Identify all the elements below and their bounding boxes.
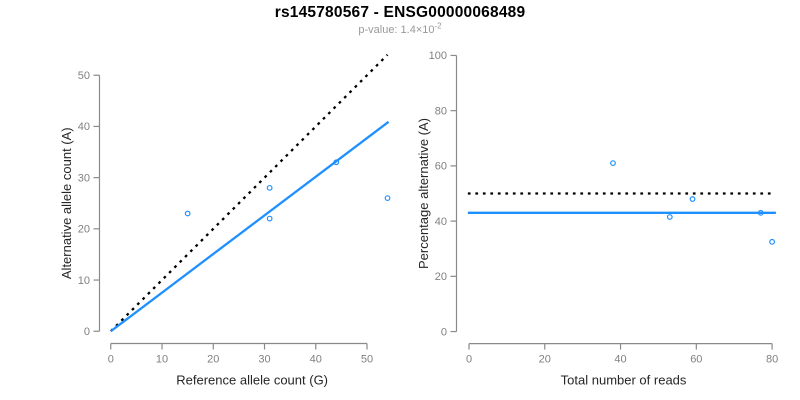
percentage-alternative-plot: 0 20 40 60 80 100 0 20 40 60 80 Total number of rea… (416, 50, 778, 387)
pvalue-exponent: -2 (434, 21, 442, 31)
x-tick-label: 40 (614, 354, 626, 366)
data-point (184, 210, 191, 217)
data-point (266, 184, 273, 191)
data-point (666, 214, 673, 220)
data-point (769, 238, 775, 245)
y-tick-label: 0 (84, 326, 90, 338)
data-point (384, 195, 391, 202)
data-point (266, 215, 273, 222)
x-tick-label: 10 (156, 354, 168, 366)
y-tick-label: 40 (435, 216, 447, 228)
y-tick-label: 20 (435, 271, 447, 283)
y-tick-label: 40 (78, 121, 90, 133)
x-tick-label: 50 (361, 354, 373, 366)
y-tick-label: 20 (78, 224, 90, 236)
x-tick-label: 20 (539, 354, 551, 366)
x-tick-label: 20 (207, 354, 219, 366)
y-tick-label: 60 (435, 161, 447, 173)
x-tick-label: 60 (690, 354, 702, 366)
x-tick-label: 0 (108, 354, 114, 366)
y-axis-title: Alternative allele count (A) (59, 127, 74, 279)
identity-line (109, 53, 389, 333)
data-point (333, 159, 340, 166)
x-axis-title: Total number of reads (561, 373, 687, 388)
pvalue-label: p-value: 1.4×10 (358, 24, 435, 36)
figure-subtitle: p-value: 1.4×10-2 (0, 21, 800, 36)
y-tick-label: 30 (78, 172, 90, 184)
allele-count-plot: 0 10 20 30 40 50 0 10 20 30 40 50 Reference allele c… (59, 53, 391, 388)
y-axis-title: Percentage alternative (A) (416, 118, 431, 269)
fit-line (110, 120, 390, 333)
y-tick-label: 100 (429, 50, 447, 62)
x-tick-label: 40 (310, 354, 322, 366)
x-tick-label: 0 (466, 354, 472, 366)
y-tick-label: 80 (435, 105, 447, 117)
x-tick-label: 30 (258, 354, 270, 366)
y-tick-label: 10 (78, 275, 90, 287)
y-tick-label: 0 (441, 326, 447, 338)
data-point (610, 160, 616, 167)
x-tick-label: 80 (766, 354, 778, 366)
x-axis-title: Reference allele count (G) (176, 373, 328, 388)
data-point (757, 209, 764, 216)
data-point (689, 196, 696, 202)
y-tick-label: 50 (78, 70, 90, 82)
figure-title: rs145780567 - ENSG00000068489 (274, 4, 526, 21)
